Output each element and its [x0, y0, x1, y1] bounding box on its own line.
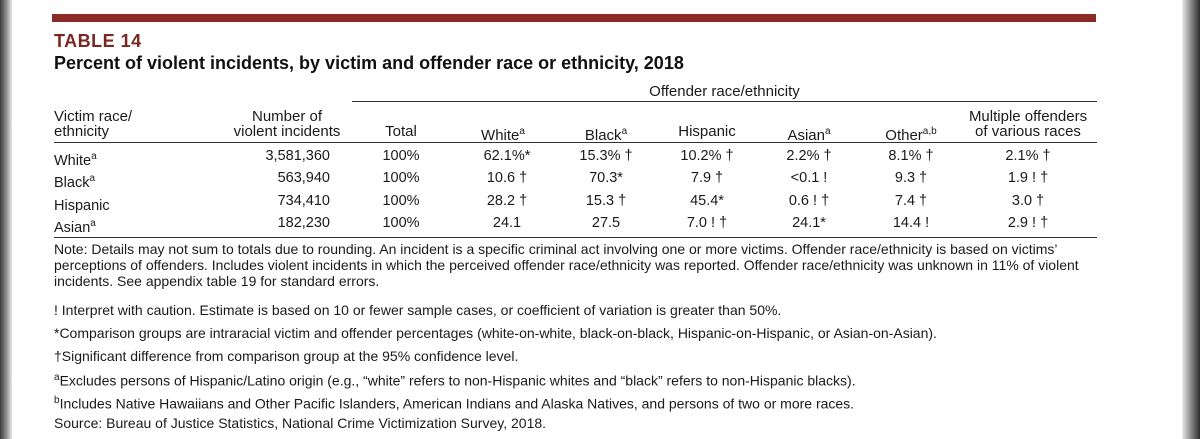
cell-white: 62.1%* — [483, 148, 531, 164]
header-asian: Asiana — [787, 126, 831, 144]
header-other: Othera,b — [885, 126, 937, 144]
header-hispanic: Hispanic — [678, 123, 736, 140]
cell-count: 3,581,360 — [265, 148, 330, 164]
header-victim-line1: Victim race/ — [54, 108, 133, 125]
note-text: Note: Details may not sum to totals due … — [54, 241, 1079, 289]
cell-asian: 0.6 ! † — [788, 193, 830, 209]
cell-hispanic: 7.9 † — [690, 170, 724, 186]
header-multi-line2: of various races — [975, 123, 1081, 140]
cell-multiple: 3.0 † — [1011, 193, 1045, 209]
cell-other: 14.4 ! — [892, 215, 930, 231]
cell-white: 10.6 † — [486, 170, 528, 186]
cell-hispanic: 7.0 ! † — [686, 215, 728, 231]
cell-victim: Blacka — [54, 173, 96, 191]
header-multi-line1: Multiple offenders — [968, 108, 1088, 125]
cell-other: 9.3 † — [894, 170, 928, 186]
cell-asian: 24.1* — [792, 215, 826, 231]
header-rule — [54, 142, 1097, 143]
accent-bar — [52, 14, 1096, 22]
cell-total: 100% — [382, 193, 420, 209]
table-title: Percent of violent incidents, by victim … — [54, 53, 684, 73]
comparison-footnote: *Comparison groups are intraracial victi… — [54, 325, 937, 341]
left-frame-shadow — [0, 0, 12, 439]
significance-footnote: †Significant difference from comparison … — [54, 348, 519, 364]
header-count-line1: Number of — [251, 108, 323, 125]
cell-black: 70.3* — [589, 170, 623, 186]
cell-total: 100% — [382, 215, 420, 231]
header-white: Whitea — [481, 126, 525, 144]
cell-white: 24.1 — [492, 215, 522, 231]
table-number: TABLE 14 — [54, 31, 142, 51]
cell-white: 28.2 † — [486, 193, 528, 209]
cell-count: 734,410 — [277, 193, 330, 209]
footnote-a: aExcludes persons of Hispanic/Latino ori… — [54, 372, 856, 389]
header-victim-line2: ethnicity — [54, 123, 110, 140]
cell-black: 15.3 † — [585, 193, 627, 209]
caution-footnote: ! Interpret with caution. Estimate is ba… — [54, 302, 782, 318]
cell-victim: Hispanic — [54, 197, 110, 214]
cell-count: 182,230 — [277, 215, 330, 231]
cell-total: 100% — [382, 148, 420, 164]
cell-other: 8.1% † — [888, 148, 934, 164]
source-line: Source: Bureau of Justice Statistics, Na… — [54, 415, 547, 431]
header-count-line2: violent incidents — [233, 123, 341, 140]
cell-black: 15.3% † — [579, 148, 633, 164]
cell-count: 563,940 — [277, 170, 330, 186]
header-black: Blacka — [584, 126, 628, 144]
cell-total: 100% — [382, 170, 420, 186]
cell-other: 7.4 † — [894, 193, 928, 209]
header-total: Total — [385, 123, 417, 140]
table-bottom-rule — [54, 237, 1097, 238]
cell-victim: Whitea — [54, 151, 97, 169]
cell-black: 27.5 — [591, 215, 621, 231]
offender-group-header: Offender race/ethnicity — [649, 83, 800, 100]
footnote-b: bIncludes Native Hawaiians and Other Pac… — [54, 395, 855, 412]
cell-hispanic: 45.4* — [690, 193, 724, 209]
cell-multiple: 2.1% † — [1005, 148, 1051, 164]
cell-asian: 2.2% † — [786, 148, 832, 164]
right-frame-shadow — [1182, 0, 1200, 439]
group-header-rule — [352, 101, 1097, 102]
cell-asian: <0.1 ! — [790, 170, 828, 186]
cell-victim: Asiana — [54, 218, 96, 236]
cell-multiple: 1.9 ! † — [1007, 170, 1049, 186]
cell-multiple: 2.9 ! † — [1007, 215, 1049, 231]
cell-hispanic: 10.2% † — [680, 148, 734, 164]
